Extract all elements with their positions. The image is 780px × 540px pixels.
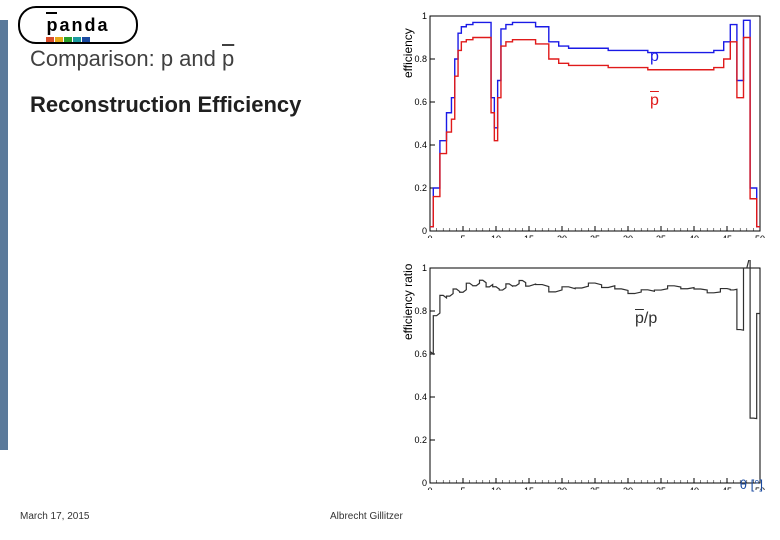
svg-text:45: 45 bbox=[722, 234, 732, 238]
slide-subtitle: Reconstruction Efficiency bbox=[30, 92, 301, 118]
footer-date: March 17, 2015 bbox=[20, 511, 90, 522]
svg-text:10: 10 bbox=[491, 234, 501, 238]
efficiency-ratio-chart: efficiency ratio 0510152025303540455000.… bbox=[405, 260, 765, 490]
svg-text:0.4: 0.4 bbox=[414, 140, 427, 150]
svg-text:1: 1 bbox=[422, 11, 427, 21]
svg-text:0: 0 bbox=[427, 234, 432, 238]
svg-text:45: 45 bbox=[722, 486, 732, 490]
logo-text: panda bbox=[46, 15, 109, 36]
svg-text:5: 5 bbox=[460, 486, 465, 490]
svg-text:25: 25 bbox=[590, 486, 600, 490]
slide: panda Comparison: p and p Reconstruction… bbox=[0, 0, 780, 540]
svg-text:20: 20 bbox=[557, 234, 567, 238]
svg-text:0.2: 0.2 bbox=[414, 183, 427, 193]
svg-text:1: 1 bbox=[422, 263, 427, 273]
svg-text:0.4: 0.4 bbox=[414, 392, 427, 402]
svg-text:0: 0 bbox=[422, 478, 427, 488]
svg-text:40: 40 bbox=[689, 234, 699, 238]
svg-text:0.8: 0.8 bbox=[414, 54, 427, 64]
x-axis-label-theta: θ [°] bbox=[740, 477, 763, 492]
efficiency-chart: efficiency 0510152025303540455000.20.40.… bbox=[405, 8, 765, 238]
efficiency-ratio-chart-svg: 0510152025303540455000.20.40.60.81 bbox=[405, 260, 765, 490]
legend-p: p bbox=[650, 48, 659, 66]
svg-text:35: 35 bbox=[656, 234, 666, 238]
svg-text:30: 30 bbox=[623, 234, 633, 238]
efficiency-chart-svg: 0 5 10 15 20 25 30 35 40 45 50 0 0.2 0.4 0.6 0.8 1 bbox=[405, 8, 765, 238]
panda-logo: panda bbox=[18, 6, 138, 44]
svg-text:30: 30 bbox=[623, 486, 633, 490]
legend-ratio: p/p bbox=[635, 310, 657, 328]
svg-text:25: 25 bbox=[590, 234, 600, 238]
svg-text:0: 0 bbox=[427, 486, 432, 490]
svg-text:35: 35 bbox=[656, 486, 666, 490]
logo-overline bbox=[46, 12, 57, 14]
svg-text:20: 20 bbox=[557, 486, 567, 490]
svg-text:40: 40 bbox=[689, 486, 699, 490]
legend-pbar: p bbox=[650, 92, 659, 110]
footer-author: Albrecht Gillitzer bbox=[330, 511, 403, 522]
svg-text:0: 0 bbox=[422, 226, 427, 236]
slide-title: Comparison: p and p bbox=[30, 46, 234, 72]
left-accent-bar bbox=[0, 20, 8, 450]
svg-text:10: 10 bbox=[491, 486, 501, 490]
svg-text:15: 15 bbox=[524, 486, 534, 490]
svg-text:0.6: 0.6 bbox=[414, 97, 427, 107]
y-axis-label-ratio: efficiency ratio bbox=[401, 264, 415, 340]
svg-text:5: 5 bbox=[460, 234, 465, 238]
y-axis-label-efficiency: efficiency bbox=[401, 28, 415, 78]
svg-text:0.8: 0.8 bbox=[414, 306, 427, 316]
logo-color-squares bbox=[46, 37, 90, 42]
svg-text:0.6: 0.6 bbox=[414, 349, 427, 359]
svg-text:50: 50 bbox=[755, 234, 765, 238]
svg-text:0.2: 0.2 bbox=[414, 435, 427, 445]
svg-text:15: 15 bbox=[524, 234, 534, 238]
